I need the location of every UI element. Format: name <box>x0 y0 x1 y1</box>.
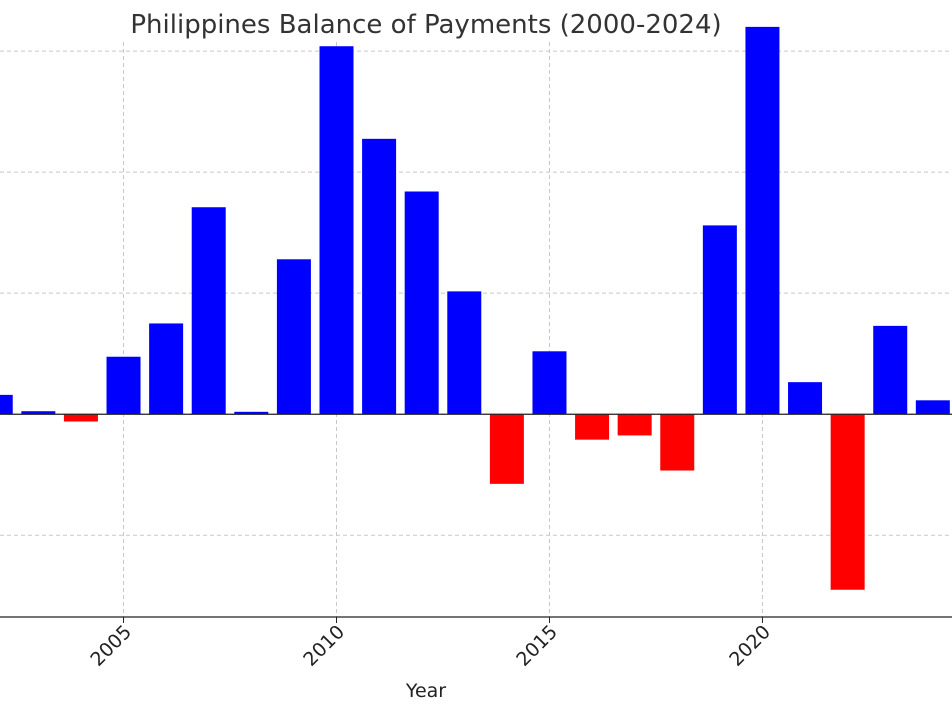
bar-2020 <box>745 26 780 415</box>
x-ticks: 2005 2010 2015 2020 <box>86 617 775 671</box>
bar-2017 <box>617 414 652 436</box>
bar-2023 <box>873 325 908 415</box>
bar-2018 <box>660 414 695 471</box>
x-tick-label: 2015 <box>512 621 562 671</box>
bar-2005 <box>106 356 141 415</box>
x-tick-label: 2020 <box>725 621 775 671</box>
bar-2014 <box>489 414 524 484</box>
bars <box>0 26 952 590</box>
bar-2010 <box>319 46 354 415</box>
bar-2016 <box>575 414 610 440</box>
x-tick-label: 2005 <box>86 621 136 671</box>
bar-2012 <box>404 191 439 415</box>
bar-2008 <box>234 411 269 415</box>
bar-2013 <box>447 291 482 415</box>
chart-title: Philippines Balance of Payments (2000-20… <box>130 10 721 40</box>
bar-2002 <box>0 394 13 415</box>
bar-2024 <box>915 400 950 415</box>
bar-2006 <box>149 323 184 415</box>
bar-2021 <box>788 382 823 415</box>
x-axis-label: Year <box>405 680 446 702</box>
bar-2009 <box>276 259 311 415</box>
bar-2015 <box>532 351 567 415</box>
bar-2004 <box>63 414 98 422</box>
bar-2019 <box>702 225 737 415</box>
bar-2011 <box>362 138 397 415</box>
x-tick-label: 2010 <box>299 621 349 671</box>
bar-2007 <box>191 207 226 415</box>
bar-2003 <box>21 411 56 415</box>
bar-2022 <box>830 414 865 590</box>
